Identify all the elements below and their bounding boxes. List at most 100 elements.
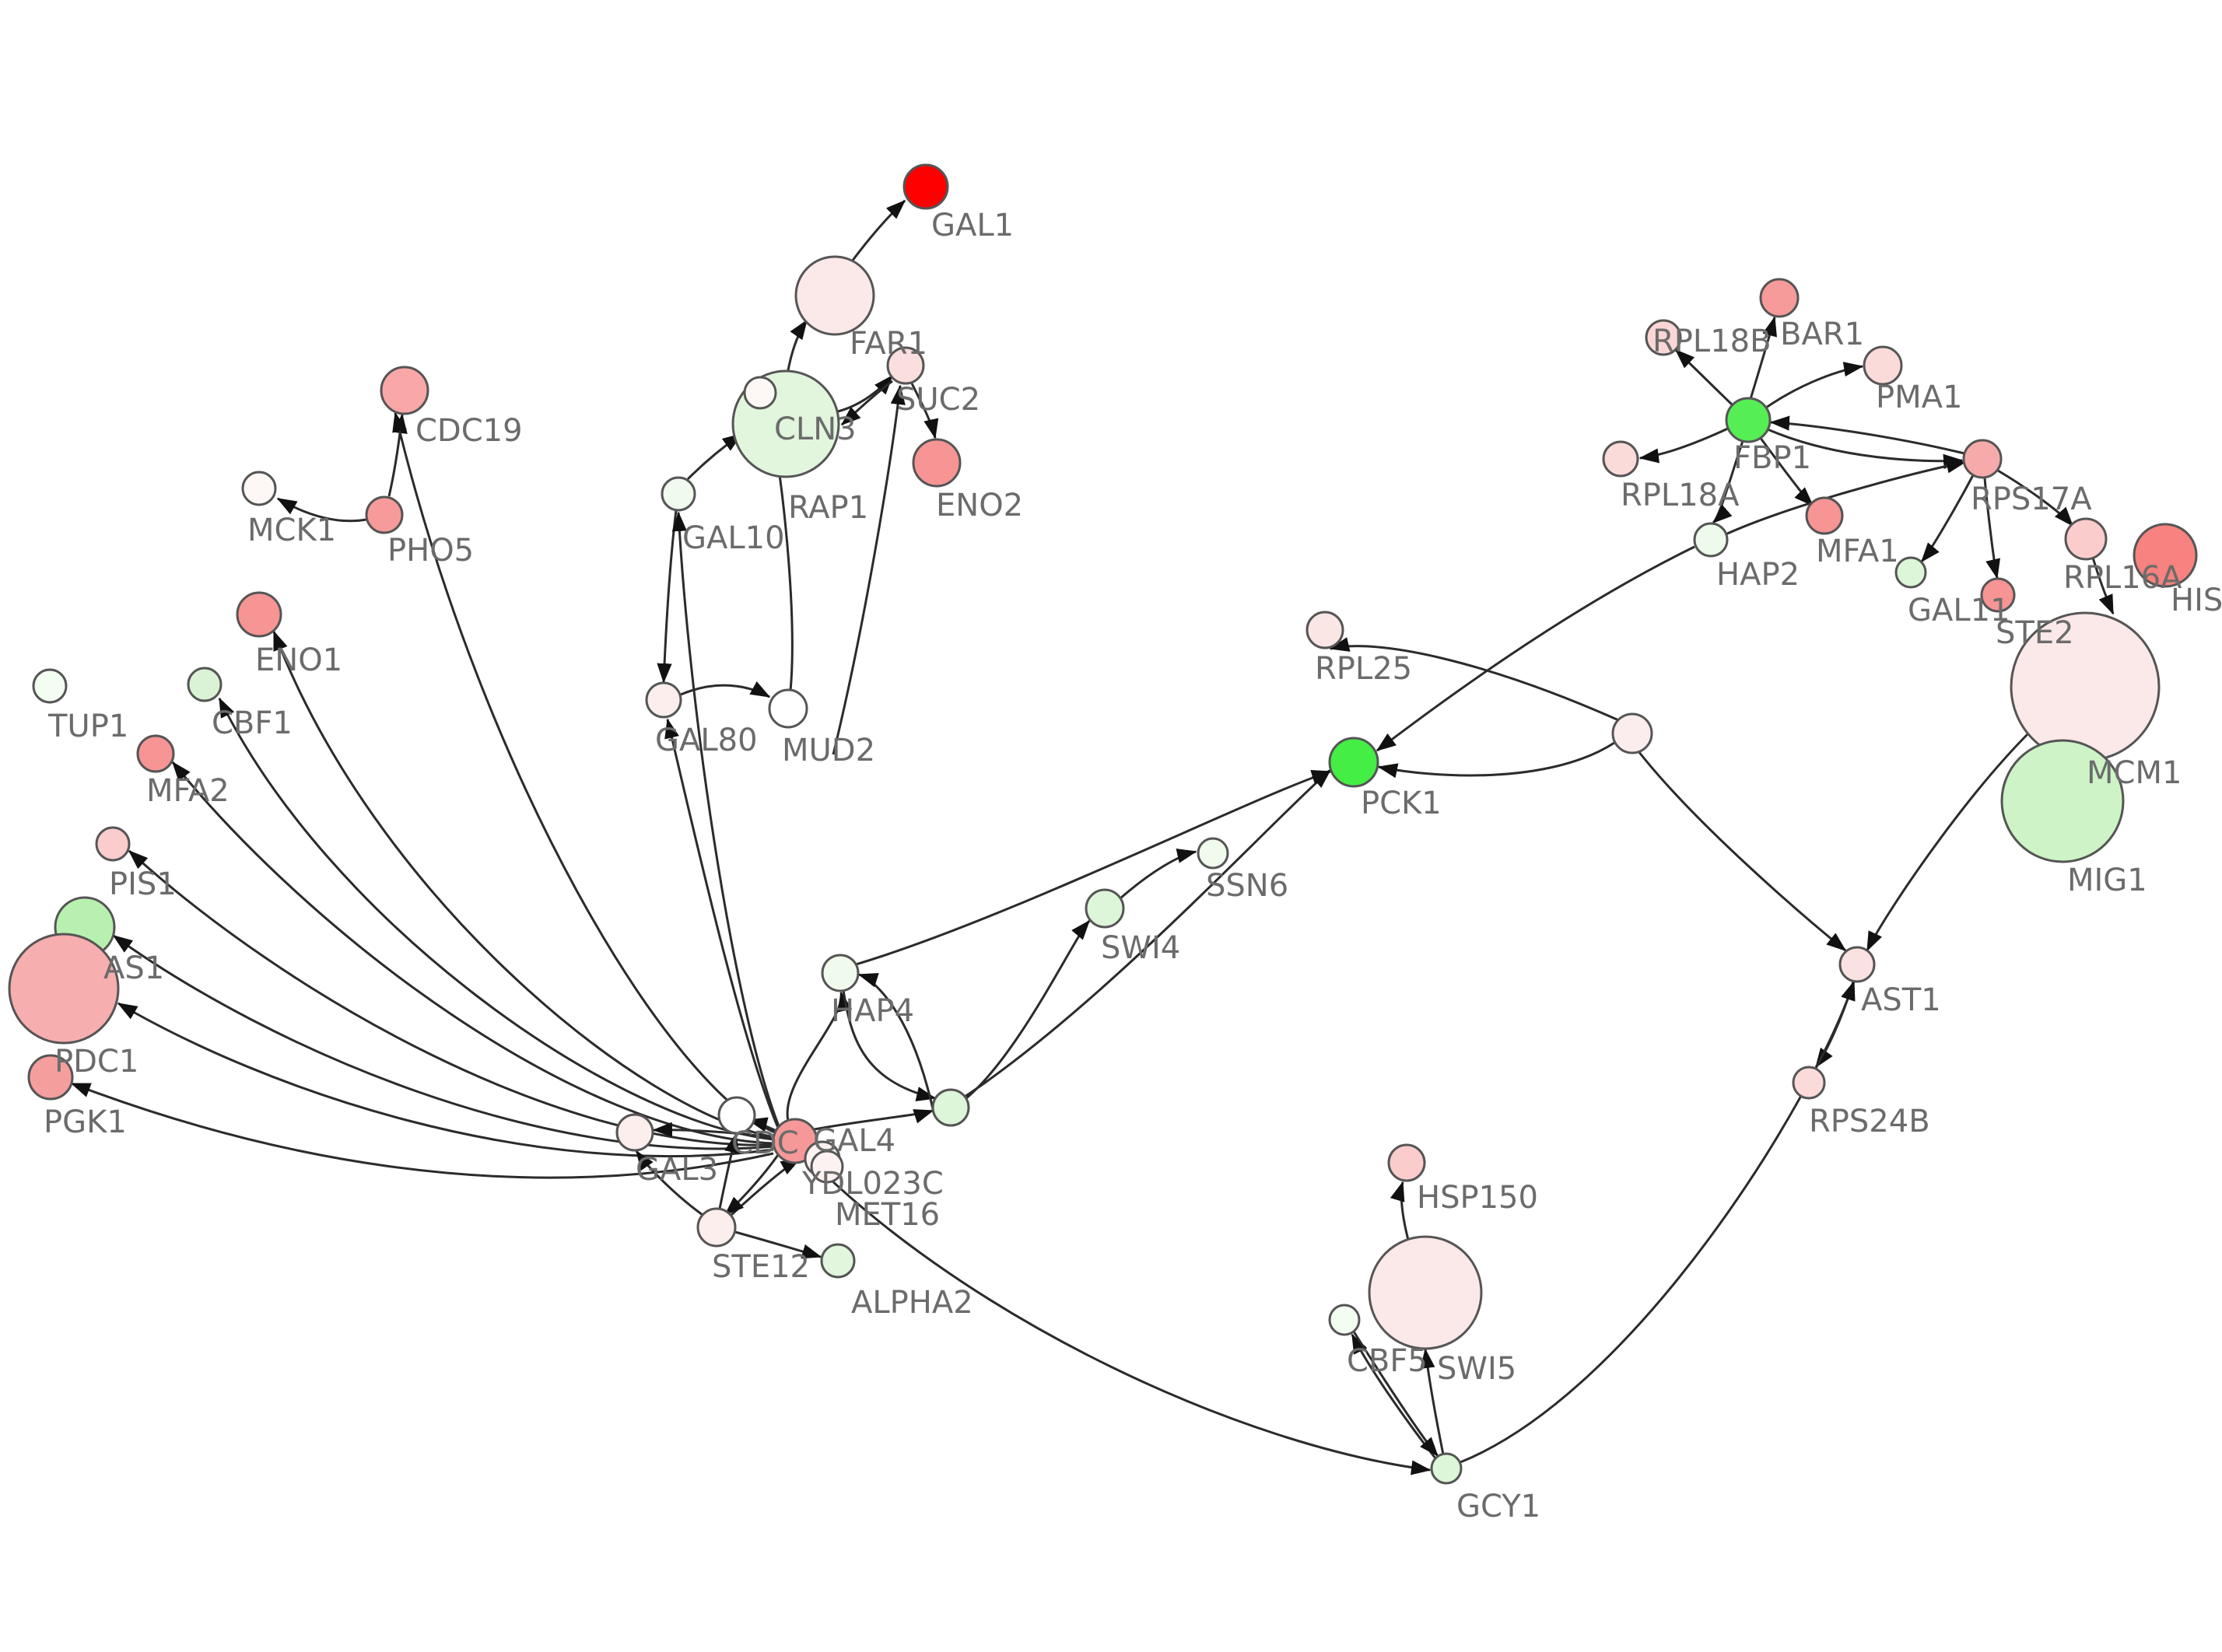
node-gal3[interactable] [615,1113,654,1152]
node-suc2[interactable] [886,346,925,385]
node-tup1[interactable] [32,668,68,704]
node-label-hap2: HAP2 [1716,557,1800,593]
node-eno1[interactable] [236,591,282,638]
edge-mcm1-to-ast1 [1866,730,2032,952]
node-ste12[interactable] [696,1207,737,1248]
node-gal1[interactable] [902,163,949,210]
node-ssn6[interactable] [1197,837,1229,870]
node-cbf5[interactable] [1328,1304,1361,1336]
node-ste2[interactable] [1980,577,2016,613]
node-rap1[interactable] [743,376,777,410]
node-pho5[interactable] [365,495,404,534]
node-label-gal3: GAL3 [636,1152,718,1188]
node-label-mfa1: MFA1 [1816,534,1899,569]
node-hsp150[interactable] [1387,1143,1426,1182]
node-alpha2[interactable] [820,1243,856,1279]
edge-hap2-to-rps17a [1725,458,1967,536]
node-rpl25[interactable] [1306,611,1344,649]
edge-rps17a-to-ste2 [1983,478,2000,579]
edge-gal80-to-mud2 [680,681,771,698]
node-hap4[interactable] [821,954,860,992]
node-label-pho5: PHO5 [387,533,474,569]
node-pgk1[interactable] [27,1054,74,1101]
node-gcy1[interactable] [1430,1452,1463,1485]
node-label-eno2: ENO2 [936,488,1023,523]
edge-rpl16a-to-mcm1 [2091,557,2115,615]
edge-unlbl1-to-pck1 [964,768,1332,1098]
node-pma1[interactable] [1863,345,1903,386]
node-mud2[interactable] [768,688,808,729]
edge-fbp1-to-pma1 [1765,362,1864,409]
node-swi5[interactable] [1368,1235,1483,1350]
edge-ast1-to-rps24b [1814,981,1855,1069]
edge-swi4-to-ssn6 [1120,848,1197,900]
node-label-pma1: PMA1 [1876,380,1962,415]
edge-swi5-to-hsp150 [1390,1181,1410,1241]
node-label-pis1: PIS1 [109,866,177,902]
node-gal11[interactable] [1894,556,1927,589]
node-cbf1[interactable] [187,667,223,702]
node-bar1[interactable] [1759,278,1800,318]
node-pdc1[interactable] [8,933,120,1045]
node-met16[interactable] [810,1150,844,1184]
node-fbp1[interactable] [1725,397,1772,443]
edge-gal4-to-ste12 [724,1154,780,1216]
node-cdc[interactable] [717,1096,756,1135]
nodes-layer[interactable] [8,163,2198,1485]
edge-rps17a-to-gal11 [1920,474,1975,563]
node-far1[interactable] [794,255,875,336]
edge-gal4-to-cbf1 [218,697,774,1141]
node-pis1[interactable] [95,826,131,862]
node-label-rps17a: RPS17A [1971,481,2092,517]
node-label-alpha2: ALPHA2 [851,1285,973,1321]
node-label-cdc: CDC [731,1125,799,1161]
edges-layer [70,199,2115,1475]
node-unlbl2[interactable] [1611,712,1653,754]
node-label-gal4: GAL4 [813,1123,895,1159]
node-label-hsp150: HSP150 [1417,1180,1538,1216]
node-his4[interactable] [2133,523,2198,588]
node-pck1[interactable] [1328,737,1379,788]
node-label-rap1: RAP1 [788,490,868,526]
node-mig1[interactable] [2000,739,2125,863]
node-rps17a[interactable] [1962,439,2003,479]
node-label-rps24b: RPS24B [1809,1104,1930,1139]
node-mck1[interactable] [241,471,277,506]
edge-unlbl2-to-ast1 [1637,751,1847,952]
edge-fbp1-to-rpl18b [1674,348,1733,406]
edge-ste12-to-gal3 [635,1150,703,1216]
node-rps24b[interactable] [1792,1066,1826,1100]
node-cdc19[interactable] [380,366,429,415]
node-rpl18a[interactable] [1602,440,1639,478]
node-label-gal11: GAL11 [1908,593,2010,628]
node-unlbl1[interactable] [931,1088,970,1127]
node-eno2[interactable] [912,438,962,488]
node-mfa1[interactable] [1805,496,1844,535]
node-label-cbf5: CBF5 [1347,1343,1428,1379]
node-ast1[interactable] [1838,946,1876,983]
node-label-eno1: ENO1 [255,642,342,678]
node-rpl16a[interactable] [2064,517,2108,561]
edge-unlbl1-to-hap4 [857,973,935,1113]
edge-gal4-to-gal80 [664,718,780,1129]
node-hap2[interactable] [1693,522,1729,558]
node-label-bar1: BAR1 [1780,317,1864,352]
node-gal10[interactable] [661,476,696,512]
edge-pho5-to-mck1 [276,497,367,523]
node-label-cdc19: CDC19 [415,413,523,449]
node-rpl18b[interactable] [1645,319,1682,356]
node-label-hap4: HAP4 [831,993,914,1029]
edge-hap4-to-pck1 [855,769,1332,966]
node-label-cln3: CLN3 [774,411,857,447]
node-label-pgk1: PGK1 [44,1104,127,1140]
node-label-ste12: STE12 [712,1249,810,1285]
edge-hap2-to-pck1 [1376,545,1695,752]
node-label-as1: AS1 [103,950,164,986]
node-swi4[interactable] [1085,888,1125,929]
node-gal80[interactable] [645,681,682,719]
node-label-ydl023c: YDL023C [801,1166,944,1202]
edge-fbp1-to-bar1 [1749,316,1777,400]
node-mfa2[interactable] [136,734,175,773]
